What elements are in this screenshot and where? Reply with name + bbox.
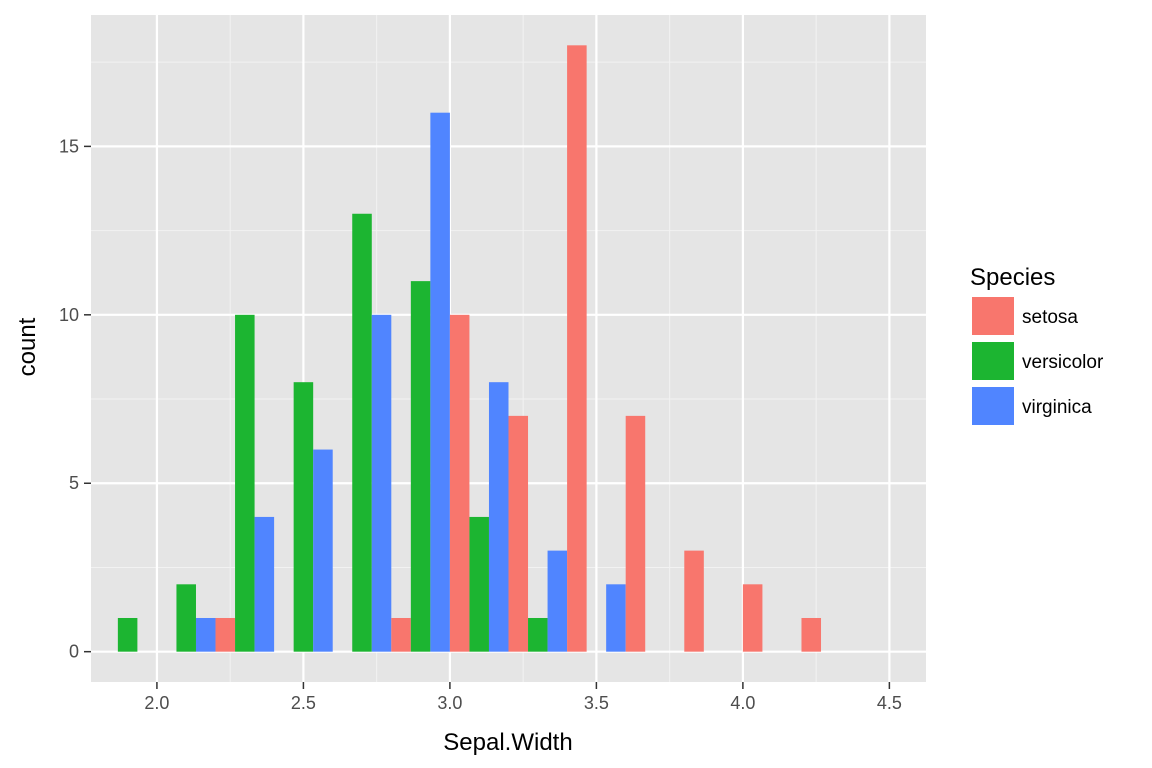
bar-versicolor [352, 213, 372, 652]
y-axis: 0 5 10 15 [59, 136, 91, 662]
y-tick-label: 15 [59, 136, 79, 156]
y-axis-title: count [14, 317, 41, 376]
y-tick-label: 5 [69, 473, 79, 493]
bar-versicolor [469, 516, 489, 652]
legend-label-versicolor: versicolor [1022, 352, 1104, 373]
bar-virginica [195, 617, 216, 652]
legend-label-virginica: virginica [1022, 397, 1092, 418]
bar-setosa [449, 314, 470, 652]
bar-versicolor [117, 617, 138, 652]
bar-setosa [801, 617, 822, 652]
bar-virginica [371, 314, 392, 652]
x-tick-label: 4.0 [730, 693, 755, 713]
bar-versicolor [235, 314, 255, 652]
bar-virginica [313, 449, 333, 652]
y-tick-label: 0 [69, 642, 79, 662]
bar-setosa [625, 415, 646, 652]
x-tick-label: 3.0 [437, 693, 462, 713]
bar-virginica [606, 584, 626, 652]
legend-key-setosa [972, 297, 1014, 335]
bar-versicolor [293, 382, 314, 652]
bar-virginica [430, 112, 450, 652]
bar-setosa [391, 617, 411, 652]
bar-versicolor [176, 584, 196, 652]
bar-setosa [684, 550, 704, 652]
legend-key-versicolor [972, 342, 1014, 380]
bar-versicolor [528, 617, 548, 652]
bar-virginica [547, 550, 568, 652]
bar-setosa [215, 617, 236, 652]
x-tick-label: 3.5 [584, 693, 609, 713]
x-axis: 2.0 2.5 3.0 3.5 4.0 4.5 [144, 682, 902, 713]
legend-label-setosa: setosa [1022, 307, 1078, 328]
bar-versicolor [410, 281, 431, 652]
bar-virginica [254, 516, 275, 652]
x-tick-label: 4.5 [877, 693, 902, 713]
bar-virginica [488, 382, 509, 652]
legend-key-virginica [972, 387, 1014, 425]
x-tick-label: 2.0 [144, 693, 169, 713]
bar-setosa [567, 45, 587, 652]
y-tick-label: 10 [59, 305, 79, 325]
legend-title: Species [970, 264, 1055, 291]
bars [117, 45, 822, 652]
x-axis-title: Sepal.Width [443, 729, 572, 756]
bar-setosa [508, 415, 529, 652]
bar-setosa [742, 584, 763, 652]
x-tick-label: 2.5 [291, 693, 316, 713]
legend: Species setosa versicolor virginica [970, 264, 1104, 425]
